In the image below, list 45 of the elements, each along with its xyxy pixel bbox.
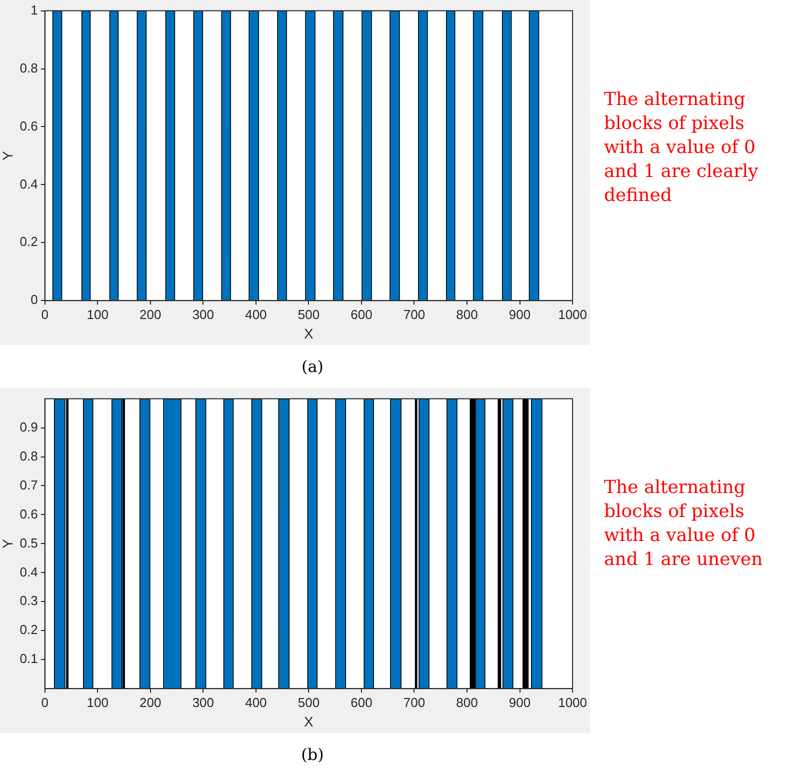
x-tick-label: 0 [41, 306, 48, 322]
y-tick-label: 0.8 [20, 448, 38, 464]
y-tick-label: 0.2 [20, 234, 38, 250]
x-tick-label: 400 [245, 306, 267, 322]
y-tick-label: 0.1 [20, 651, 38, 666]
x-tick-label: 600 [350, 306, 372, 322]
y-tick-label: 0.3 [20, 593, 38, 608]
text: The alternating blocks of pixels with a value of 0 and 1 are clearly defined [604, 88, 760, 208]
x-tick-label: 500 [298, 306, 320, 322]
text: The alternating blocks of pixels with a value of 0 and 1 are uneven [604, 476, 764, 572]
y-tick-label: 0.6 [20, 506, 38, 522]
x-tick-label: 400 [245, 694, 267, 710]
x-tick-label: 100 [86, 694, 108, 710]
y-tick-label: 0.8 [20, 60, 38, 76]
y-tick-label: 0.6 [20, 118, 38, 134]
text: (b) [300, 745, 325, 764]
x-tick-label: 1000 [558, 306, 587, 322]
x-tick-label: 300 [192, 306, 214, 322]
text: (a) [300, 357, 325, 376]
x-tick-label: 800 [456, 694, 478, 710]
x-tick-label: 700 [403, 306, 426, 322]
x-tick-label: 900 [508, 306, 531, 322]
x-tick-label: 600 [350, 694, 372, 710]
x-tick-label: 900 [508, 694, 531, 710]
y-tick-label: 0.7 [20, 477, 38, 492]
x-tick-label: 500 [298, 694, 320, 710]
y-axis-title: Y [0, 150, 16, 160]
x-tick-label: 800 [456, 306, 478, 322]
x-tick-label: 300 [192, 694, 214, 710]
x-axis-title: X [304, 713, 314, 730]
y-tick-label: 0.4 [20, 176, 38, 192]
y-tick-label: 1 [30, 2, 38, 18]
x-axis-title: X [304, 325, 314, 342]
y-tick-label: 0.2 [20, 622, 38, 638]
x-tick-label: 100 [86, 306, 108, 322]
x-tick-label: 0 [41, 694, 48, 710]
x-tick-label: 1000 [558, 694, 587, 710]
x-tick-label: 700 [403, 694, 426, 710]
y-tick-label: 0.9 [20, 419, 38, 434]
x-tick-label: 200 [140, 694, 162, 710]
y-tick-label: 0.5 [20, 535, 38, 550]
y-tick-label: 0.4 [20, 564, 38, 580]
x-tick-label: 200 [140, 306, 162, 322]
y-tick-label: 0 [30, 292, 38, 308]
y-axis-title: Y [0, 538, 16, 548]
